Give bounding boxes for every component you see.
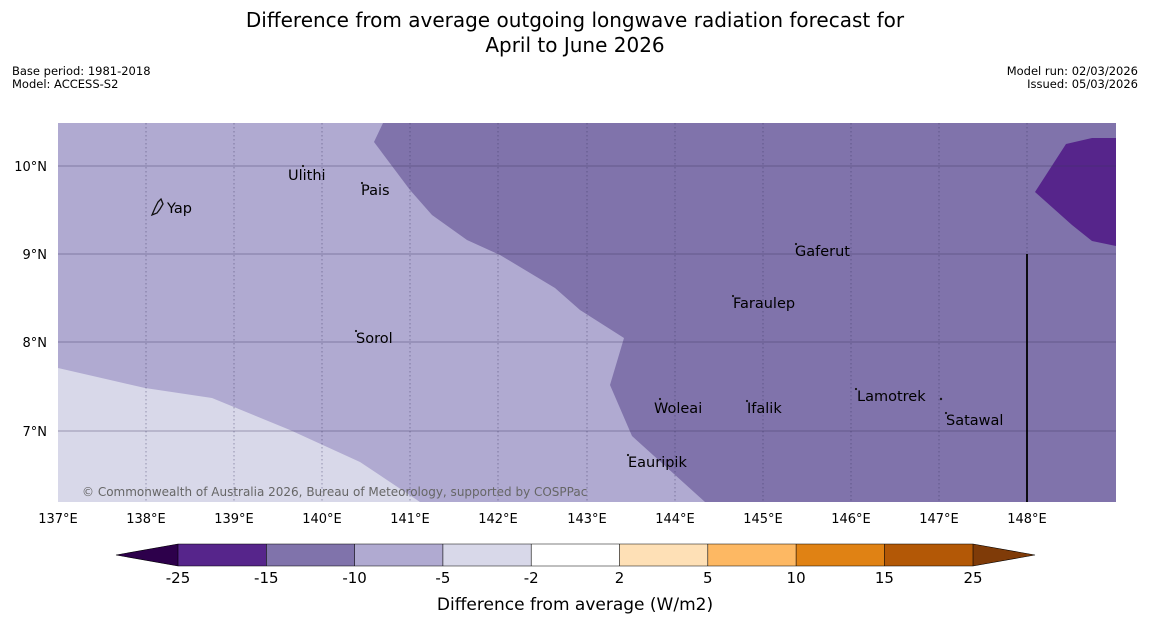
- place-satawal: Satawal: [946, 413, 1003, 429]
- woleai-dot: [658, 397, 662, 401]
- colorbar-swatch-minus25-minus15: [178, 544, 267, 566]
- lon-label-144: 144°E: [655, 512, 695, 527]
- lon-label-148: 148°E: [1007, 512, 1047, 527]
- lon-label-138: 138°E: [126, 512, 166, 527]
- lamotrek-dot: [854, 387, 858, 391]
- colorbar-under-arrow: [116, 544, 178, 566]
- title-line-1: Difference from average outgoing longwav…: [245, 8, 905, 32]
- colorbar-over-arrow: [973, 544, 1035, 566]
- place-pais: Pais: [361, 183, 390, 199]
- lat-label-8: 8°N: [23, 336, 48, 351]
- pais-dot: [360, 181, 364, 185]
- lon-label-141: 141°E: [390, 512, 430, 527]
- cb-tick-minus10: -10: [342, 569, 367, 587]
- colorbar-swatch-minus10-minus5: [354, 544, 443, 566]
- yap-island-shape: [150, 197, 164, 217]
- lon-label-143: 143°E: [567, 512, 607, 527]
- lon-label-137: 137°E: [38, 512, 78, 527]
- place-labels: Ulithi Pais Yap Gaferut Faraulep Sorol L…: [166, 168, 1003, 471]
- cb-tick-25: 25: [963, 569, 982, 587]
- place-gaferut: Gaferut: [795, 244, 850, 260]
- colorbar-swatch-minus2-2: [531, 544, 620, 566]
- satawal-dot: [944, 411, 948, 415]
- islands: [150, 164, 948, 457]
- title-line-2: April to June 2026: [485, 33, 665, 57]
- lon-label-139: 139°E: [214, 512, 254, 527]
- cb-tick-minus25: -25: [166, 569, 191, 587]
- ulithi-dot: [301, 164, 305, 168]
- eauripik-dot: [626, 453, 630, 457]
- lon-label-146: 146°E: [831, 512, 871, 527]
- place-lamotrek: Lamotrek: [857, 389, 926, 405]
- colorbar-swatch-minus5-minus2: [442, 544, 532, 566]
- ifalik-dot: [745, 399, 749, 403]
- lat-label-9: 9°N: [23, 248, 48, 263]
- place-sorol: Sorol: [356, 331, 393, 347]
- colorbar: -25 -15 -10 -5 -2 2 5 10 15 25 Differenc…: [115, 543, 1036, 615]
- sorol-dot: [354, 329, 358, 333]
- anomaly-field: Ulithi Pais Yap Gaferut Faraulep Sorol L…: [58, 123, 1116, 502]
- colorbar-swatch-5-10: [707, 544, 797, 566]
- colorbar-swatch-15-25: [884, 544, 973, 566]
- colorbar-swatch-2-5: [619, 544, 708, 566]
- place-woleai: Woleai: [654, 401, 702, 417]
- place-ulithi: Ulithi: [288, 168, 326, 184]
- region-minus25-to-minus15: [1035, 138, 1116, 246]
- lon-label-140: 140°E: [302, 512, 342, 527]
- cb-tick-minus2: -2: [524, 569, 539, 587]
- model-run-text: Model run: 02/03/2026: [1006, 64, 1138, 78]
- faraulep-dot: [731, 294, 735, 298]
- cb-tick-2: 2: [615, 569, 625, 587]
- cb-tick-minus15: -15: [254, 569, 279, 587]
- place-eauripik: Eauripik: [628, 455, 687, 471]
- colorbar-label: Difference from average (W/m2): [437, 595, 713, 615]
- lat-label-7: 7°N: [23, 425, 48, 440]
- gridlines: [58, 123, 1116, 502]
- map-title: Difference from average outgoing longwav…: [0, 8, 1150, 58]
- region-minus5-to-minus2: [58, 368, 420, 502]
- meta-right: Model run: 02/03/2026 Issued: 05/03/2026: [1007, 65, 1138, 91]
- meta-left: Base period: 1981-2018 Model: ACCESS-S2: [12, 65, 151, 91]
- lat-label-10: 10°N: [14, 160, 47, 175]
- lamotrek-east-dot: [939, 397, 943, 401]
- lat-axis-labels: 10°N 9°N 8°N 7°N: [14, 160, 47, 440]
- gaferut-dot: [794, 242, 798, 246]
- colorbar-swatch-10-15: [796, 544, 885, 566]
- cb-tick-10: 10: [787, 569, 806, 587]
- place-yap: Yap: [166, 201, 192, 217]
- cb-tick-minus5: -5: [435, 569, 450, 587]
- place-ifalik: Ifalik: [747, 401, 782, 417]
- lon-label-147: 147°E: [919, 512, 959, 527]
- cb-tick-5: 5: [703, 569, 713, 587]
- lon-label-145: 145°E: [743, 512, 783, 527]
- base-period-text: Base period: 1981-2018: [12, 64, 151, 78]
- cb-tick-15: 15: [875, 569, 894, 587]
- model-text: Model: ACCESS-S2: [12, 77, 119, 91]
- place-faraulep: Faraulep: [733, 296, 795, 312]
- lon-label-142: 142°E: [478, 512, 518, 527]
- colorbar-swatch-minus15-minus10: [266, 544, 355, 566]
- copyright-text: © Commonwealth of Australia 2026, Bureau…: [82, 485, 587, 499]
- lon-axis-labels: 137°E 138°E 139°E 140°E 141°E 142°E 143°…: [38, 512, 1047, 527]
- issued-text: Issued: 05/03/2026: [1027, 77, 1138, 91]
